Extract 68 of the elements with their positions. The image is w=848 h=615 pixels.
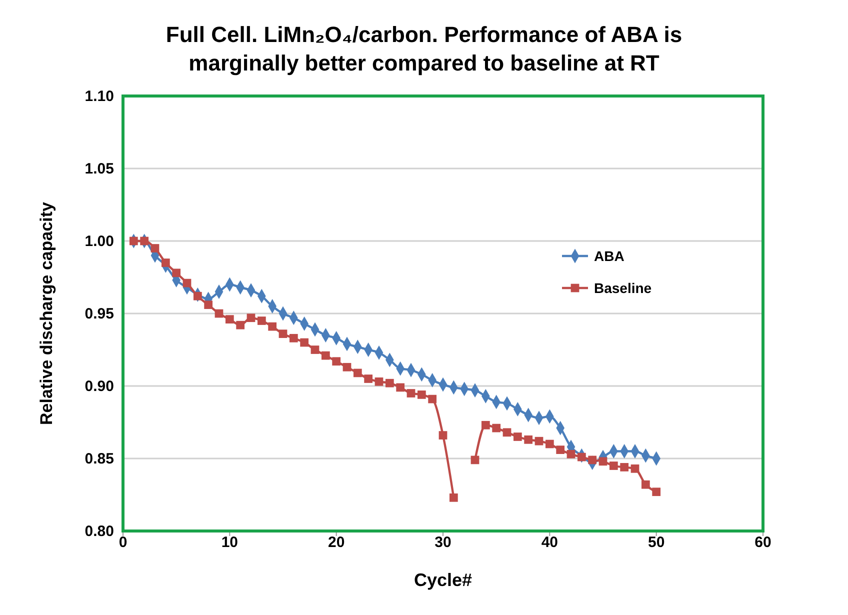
point — [481, 420, 490, 430]
point — [524, 435, 533, 444]
point — [630, 464, 640, 473]
legend-label: ABA — [594, 248, 624, 264]
point — [566, 450, 576, 458]
point — [172, 268, 181, 278]
point — [342, 362, 352, 372]
x-tick-label: 50 — [648, 534, 665, 551]
y-tick-label: 1.05 — [84, 160, 114, 178]
point — [545, 440, 554, 448]
point — [278, 330, 288, 338]
y-tick-label: 0.95 — [84, 305, 114, 322]
y-tick-label: 1.00 — [84, 232, 114, 250]
x-tick-label: 10 — [221, 534, 238, 551]
point — [652, 488, 661, 496]
point — [332, 357, 341, 366]
x-tick-label: 30 — [434, 534, 452, 551]
point — [513, 432, 522, 441]
point — [289, 334, 298, 342]
point — [385, 378, 394, 388]
point — [246, 314, 256, 322]
point — [150, 244, 160, 252]
point — [214, 309, 224, 318]
point — [204, 300, 213, 309]
x-tick-label: 20 — [328, 534, 345, 551]
chart-title: Full Cell. LiMn₂O₄/carbon. Performance of ABA is marginally better compared to baseline at RT — [166, 22, 682, 76]
point — [182, 278, 192, 288]
x-tick-label: 40 — [541, 534, 558, 551]
point — [417, 390, 426, 399]
point — [449, 493, 458, 502]
point — [300, 338, 309, 347]
point — [438, 431, 448, 440]
point — [374, 377, 384, 386]
point — [161, 258, 170, 267]
point — [641, 480, 650, 489]
point — [588, 456, 597, 464]
x-axis-title: Cycle# — [414, 570, 472, 590]
point — [257, 316, 266, 325]
point — [129, 236, 138, 246]
point — [193, 292, 202, 300]
point — [620, 463, 629, 472]
point — [428, 394, 437, 404]
y-tick-label: 0.90 — [84, 378, 114, 395]
point — [609, 462, 618, 470]
point — [556, 446, 565, 454]
point — [577, 452, 586, 462]
point — [321, 351, 330, 360]
point — [598, 457, 608, 466]
point — [470, 456, 480, 464]
x-tick-label: 60 — [754, 534, 772, 551]
y-tick-label: 0.85 — [84, 450, 114, 468]
legend-label: Baseline — [594, 280, 652, 296]
point — [310, 346, 320, 354]
point — [364, 374, 373, 383]
point — [502, 428, 512, 437]
y-axis-title: Relative discharge capacity — [37, 201, 56, 426]
point — [225, 315, 234, 324]
point — [406, 389, 416, 398]
point — [534, 436, 544, 446]
point — [236, 320, 245, 330]
y-tick-label: 1.10 — [84, 88, 114, 105]
point — [396, 383, 405, 392]
y-tick-label: 0.80 — [84, 522, 114, 540]
point — [140, 236, 149, 246]
point — [353, 368, 362, 378]
point — [492, 424, 501, 432]
point — [268, 322, 277, 331]
x-tick-label: 0 — [118, 534, 128, 551]
